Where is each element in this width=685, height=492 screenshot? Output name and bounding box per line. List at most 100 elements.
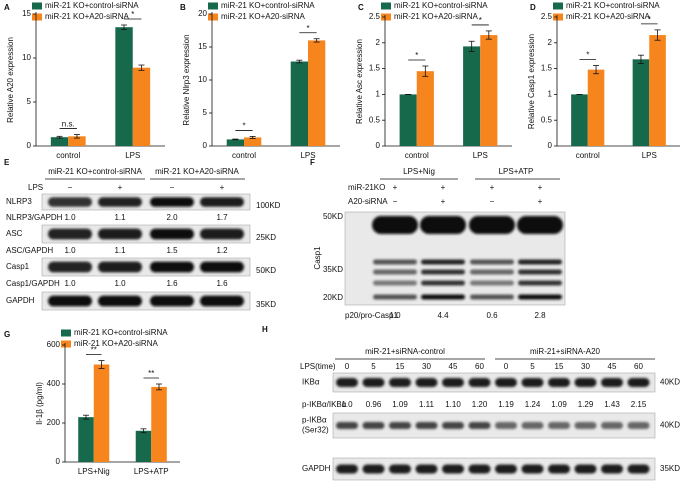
ratio-value: 2.15 [631, 400, 647, 409]
marker-label: 40KD [660, 421, 680, 430]
blot-band [627, 422, 650, 429]
blot-band [389, 422, 411, 429]
error-bar [121, 24, 128, 30]
ratio-value: 1.43 [604, 400, 620, 409]
sign: + [393, 183, 398, 192]
bar [632, 59, 650, 147]
x-tick-label: control [576, 151, 600, 160]
blot-band [150, 295, 194, 307]
legend-swatch [208, 13, 218, 21]
blot-band [521, 378, 544, 387]
ratio-value: 1.20 [472, 400, 488, 409]
significance-label: * [306, 24, 309, 33]
blot-band [468, 422, 491, 429]
blot-band [373, 269, 417, 275]
ratio-value: 1.0 [114, 279, 126, 288]
legend-swatch [381, 13, 391, 21]
bar [115, 27, 133, 147]
blot-band [362, 464, 385, 474]
blot-band [627, 464, 650, 474]
blot-band [574, 378, 597, 387]
bar [290, 61, 308, 146]
ratio-value: 1.09 [551, 400, 567, 409]
protein-label: (Ser32) [302, 426, 329, 435]
blot-band [48, 197, 92, 207]
blot-band [150, 197, 194, 207]
ratio-value: 1.2 [216, 246, 228, 255]
marker-label: 20KD [323, 293, 343, 302]
x-tick-label: LPS [300, 151, 315, 160]
ratio-value: 2.8 [534, 311, 546, 320]
bar [416, 71, 434, 146]
time-label: 15 [396, 362, 405, 371]
blot-band [362, 422, 385, 429]
error-bar [138, 64, 145, 71]
blot-band [415, 422, 438, 429]
marker-label: 25KD [256, 233, 276, 242]
time-label: 30 [581, 362, 590, 371]
blot-band [421, 280, 465, 286]
ratio-value: 1.29 [578, 400, 594, 409]
blot-band [495, 422, 517, 429]
y-tick-label: 1.5 [541, 64, 553, 73]
time-label: 30 [422, 362, 431, 371]
error-bar [637, 54, 644, 64]
blot-band [548, 464, 570, 474]
group-label: miR-21 KO+A20-siRNA [155, 167, 239, 176]
ratio-value: 1.19 [498, 400, 514, 409]
error-bar [73, 134, 80, 139]
blot-band [200, 295, 244, 307]
significance-label: ** [91, 346, 97, 355]
ratio-value: 1.24 [525, 400, 541, 409]
ratio-value: 1.7 [216, 213, 228, 222]
legend-swatch [61, 329, 71, 337]
ratio-value: 1.6 [216, 279, 228, 288]
x-tick-label: control [405, 151, 429, 160]
protein-label: NLRP3 [6, 197, 32, 206]
y-tick-label: 2.5 [369, 12, 381, 21]
blot-band [518, 259, 562, 265]
time-label: 45 [608, 362, 617, 371]
marker-label: 100KD [256, 201, 281, 210]
blot-band [389, 464, 411, 474]
legend-label: miR-21 KO+A20-siRNA [221, 12, 305, 21]
blot-band [442, 464, 464, 474]
time-label: 0 [504, 362, 509, 371]
ratio-value: 1.1 [114, 213, 126, 222]
protein-label: GAPDH [6, 296, 35, 305]
ratio-value: 1.5 [166, 246, 178, 255]
blot-band [627, 378, 650, 387]
y-tick-label: 0.5 [541, 115, 553, 124]
marker-label: 35KD [323, 265, 343, 274]
y-tick-label: 0 [27, 141, 32, 150]
blot-band [421, 259, 465, 265]
blot-band [98, 261, 142, 273]
y-tick-label: 1 [376, 90, 381, 99]
bar [135, 430, 152, 462]
x-tick-label: control [232, 151, 256, 160]
blot-band [373, 280, 417, 286]
ratio-name: p20/pro-Casp1 [345, 311, 398, 320]
blot-band [601, 422, 623, 429]
y-tick-label: 400 [47, 379, 61, 388]
bar [68, 136, 86, 146]
error-bar [156, 383, 163, 391]
y-tick-label: 0 [203, 141, 208, 150]
significance-label: n.s. [62, 120, 75, 129]
legend-swatch [208, 2, 218, 10]
marker-label: 35KD [256, 300, 276, 309]
significance-label: * [415, 51, 418, 60]
protein-label: IKBα [302, 378, 320, 387]
group-label: miR-21+siRNA-control [365, 347, 445, 356]
blot-band [415, 464, 438, 474]
ratio-name: p-IKBα/IKBα [302, 400, 347, 409]
ratio-value: 1.0 [64, 279, 76, 288]
panel-label: H [262, 325, 268, 334]
time-label: 15 [555, 362, 564, 371]
sign: + [441, 183, 446, 192]
y-tick-label: 15 [22, 9, 31, 18]
legend-label: miR-21 KO+A20-siRNA [74, 339, 158, 348]
ratio-value: 1.0 [64, 213, 76, 222]
bar [480, 35, 498, 147]
protein-label: Casp1 [6, 262, 30, 271]
